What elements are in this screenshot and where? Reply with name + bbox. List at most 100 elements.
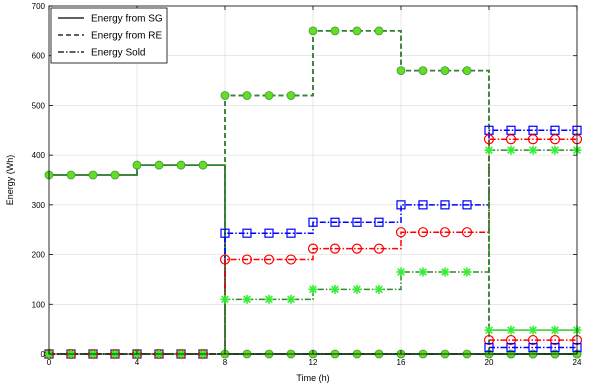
series-6-marker <box>549 134 561 145</box>
series-5-marker <box>220 228 230 238</box>
series-7-marker <box>374 284 384 294</box>
series-6-marker <box>505 134 517 145</box>
series-5-marker <box>418 200 428 210</box>
series-6-marker <box>461 227 473 238</box>
series-5-marker <box>462 200 472 210</box>
series-7-marker <box>528 145 538 155</box>
series-3-marker <box>462 66 472 76</box>
series-3-marker <box>286 91 296 100</box>
series-7-marker <box>264 294 274 304</box>
legend: Energy from SG Energy from RE Energy Sold <box>50 7 168 64</box>
series-6-marker <box>329 243 341 254</box>
y-tick-label: 200 <box>32 251 46 260</box>
series-6-marker <box>483 134 495 145</box>
y-tick-label: 600 <box>32 52 46 61</box>
series-7-marker <box>506 145 516 155</box>
series-6-marker <box>285 254 297 265</box>
y-tick-label: 700 <box>32 2 46 11</box>
series-6-marker <box>373 243 385 254</box>
series-8-marker <box>528 325 538 335</box>
y-axis-label: Energy (Wh) <box>5 155 15 206</box>
series-6-marker <box>439 227 451 238</box>
x-axis-label: Time (h) <box>296 373 329 383</box>
series-9-marker <box>505 334 517 346</box>
series-6-marker <box>263 254 275 265</box>
series-10-marker <box>506 342 516 353</box>
series-6-marker <box>241 254 253 265</box>
series-4-marker <box>198 160 208 170</box>
series-5-marker <box>440 200 450 210</box>
legend-label: Energy Sold <box>91 48 145 59</box>
series-5-marker <box>264 228 274 238</box>
series-3-marker <box>418 66 428 76</box>
x-tick-label: 24 <box>573 358 582 367</box>
y-tick-label: 0 <box>41 350 46 359</box>
x-tick-label: 8 <box>223 358 228 367</box>
series-7-marker <box>286 294 296 304</box>
series-3-marker <box>264 91 274 100</box>
marker-layer <box>43 26 583 360</box>
series-7-marker <box>308 284 318 294</box>
y-tick-label: 100 <box>32 300 46 309</box>
x-tick-label: 20 <box>485 358 494 367</box>
series-5-marker <box>330 217 340 227</box>
series-9-marker <box>483 334 495 346</box>
x-tick-label: 4 <box>135 358 140 367</box>
series-8-marker <box>484 325 494 335</box>
series-4-marker <box>154 160 164 170</box>
series-5-marker <box>374 217 384 227</box>
series-line-6 <box>49 138 577 355</box>
series-7-marker <box>484 145 494 155</box>
series-4-marker <box>132 160 142 170</box>
series-3-marker <box>396 66 406 76</box>
series-4-marker <box>110 170 120 180</box>
series-3-marker <box>352 26 362 36</box>
series-5-marker <box>308 217 318 227</box>
series-7-marker <box>330 284 340 294</box>
series-5-marker <box>242 228 252 238</box>
series-3-marker <box>440 66 450 76</box>
series-4-marker <box>176 160 186 170</box>
legend-label: Energy from SG <box>91 14 163 25</box>
series-3-marker <box>242 91 252 100</box>
series-9-marker <box>549 334 561 346</box>
series-7-marker <box>550 145 560 155</box>
series-3-marker <box>220 91 230 100</box>
axes: 0 4 8 12 16 20 24 0 100 200 300 400 500 600 700 <box>32 2 582 367</box>
series-4-marker <box>66 170 76 180</box>
x-tick-label: 16 <box>397 358 406 367</box>
series-10-marker <box>550 342 560 353</box>
series-10-marker <box>528 342 538 353</box>
series-7-marker <box>242 294 252 304</box>
series-6-marker <box>307 243 319 254</box>
series-7-marker <box>440 267 450 277</box>
series-7-marker <box>220 294 230 304</box>
series-5-marker <box>396 200 406 210</box>
series-7-marker <box>418 267 428 277</box>
series-6-marker <box>351 243 363 254</box>
series-5-marker <box>286 228 296 238</box>
series-9-marker <box>527 334 539 346</box>
legend-label: Energy from RE <box>91 31 162 42</box>
y-tick-label: 300 <box>32 201 46 210</box>
series-7-marker <box>396 267 406 277</box>
x-tick-label: 0 <box>47 358 52 367</box>
series-5-marker <box>352 217 362 227</box>
y-tick-label: 500 <box>32 101 46 110</box>
series-6-marker <box>527 134 539 145</box>
series-6-marker <box>395 227 407 238</box>
series-3-marker <box>308 26 318 36</box>
series-7-marker <box>462 267 472 277</box>
series-7-marker <box>352 284 362 294</box>
series-4-marker <box>88 170 98 180</box>
y-tick-label: 400 <box>32 151 46 160</box>
series-6-marker <box>219 254 231 265</box>
series-8-marker <box>506 325 516 335</box>
series-8-marker <box>550 325 560 335</box>
series-3-marker <box>330 26 340 36</box>
series-3-marker <box>374 26 384 36</box>
series-6-marker <box>417 227 429 238</box>
x-tick-label: 12 <box>309 358 318 367</box>
